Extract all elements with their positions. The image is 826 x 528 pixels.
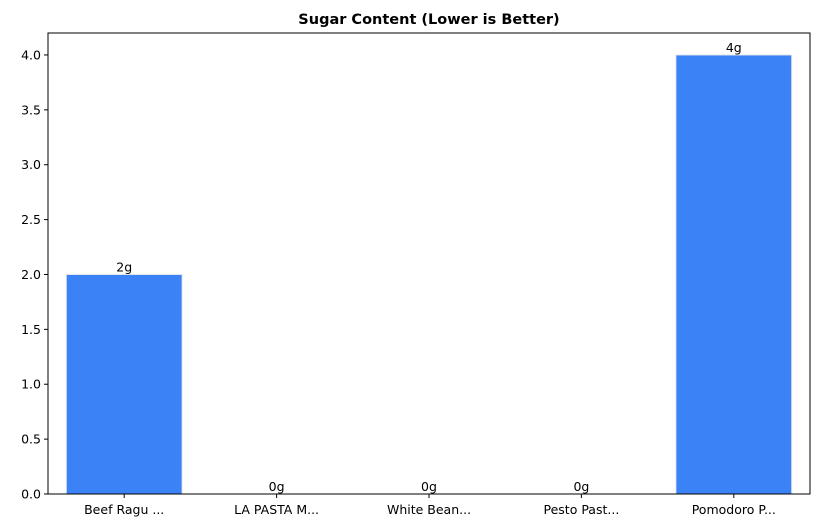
y-tick-label: 0.0 xyxy=(21,487,41,502)
bar-value-label: 0g xyxy=(269,479,285,494)
y-tick-label: 3.5 xyxy=(21,102,41,117)
bar xyxy=(65,273,183,495)
y-tick-label: 4.0 xyxy=(21,47,41,62)
x-tick-label: Beef Ragu ... xyxy=(84,502,164,517)
y-tick-label: 2.0 xyxy=(21,267,41,282)
y-tick-label: 0.5 xyxy=(21,432,41,447)
x-tick-label: LA PASTA M... xyxy=(234,502,319,517)
y-tick-label: 1.5 xyxy=(21,322,41,337)
x-tick-label: White Bean... xyxy=(387,502,471,517)
y-tick-label: 2.5 xyxy=(21,212,41,227)
bar-value-label: 4g xyxy=(726,40,742,55)
chart-title: Sugar Content (Lower is Better) xyxy=(298,12,559,28)
y-tick-label: 1.0 xyxy=(21,377,41,392)
y-tick-label: 3.0 xyxy=(21,157,41,172)
x-tick-label: Pomodoro P... xyxy=(692,502,776,517)
plot-area: 2g Beef Ragu ... 0g LA PASTA M... 0g White Be… xyxy=(21,32,811,517)
bar xyxy=(675,54,793,495)
x-tick-label: Pesto Past... xyxy=(544,502,620,517)
bar-value-label: 2g xyxy=(116,259,132,274)
axes-frame xyxy=(47,32,811,495)
bar-value-label: 0g xyxy=(421,479,437,494)
bar-value-label: 0g xyxy=(573,479,589,494)
